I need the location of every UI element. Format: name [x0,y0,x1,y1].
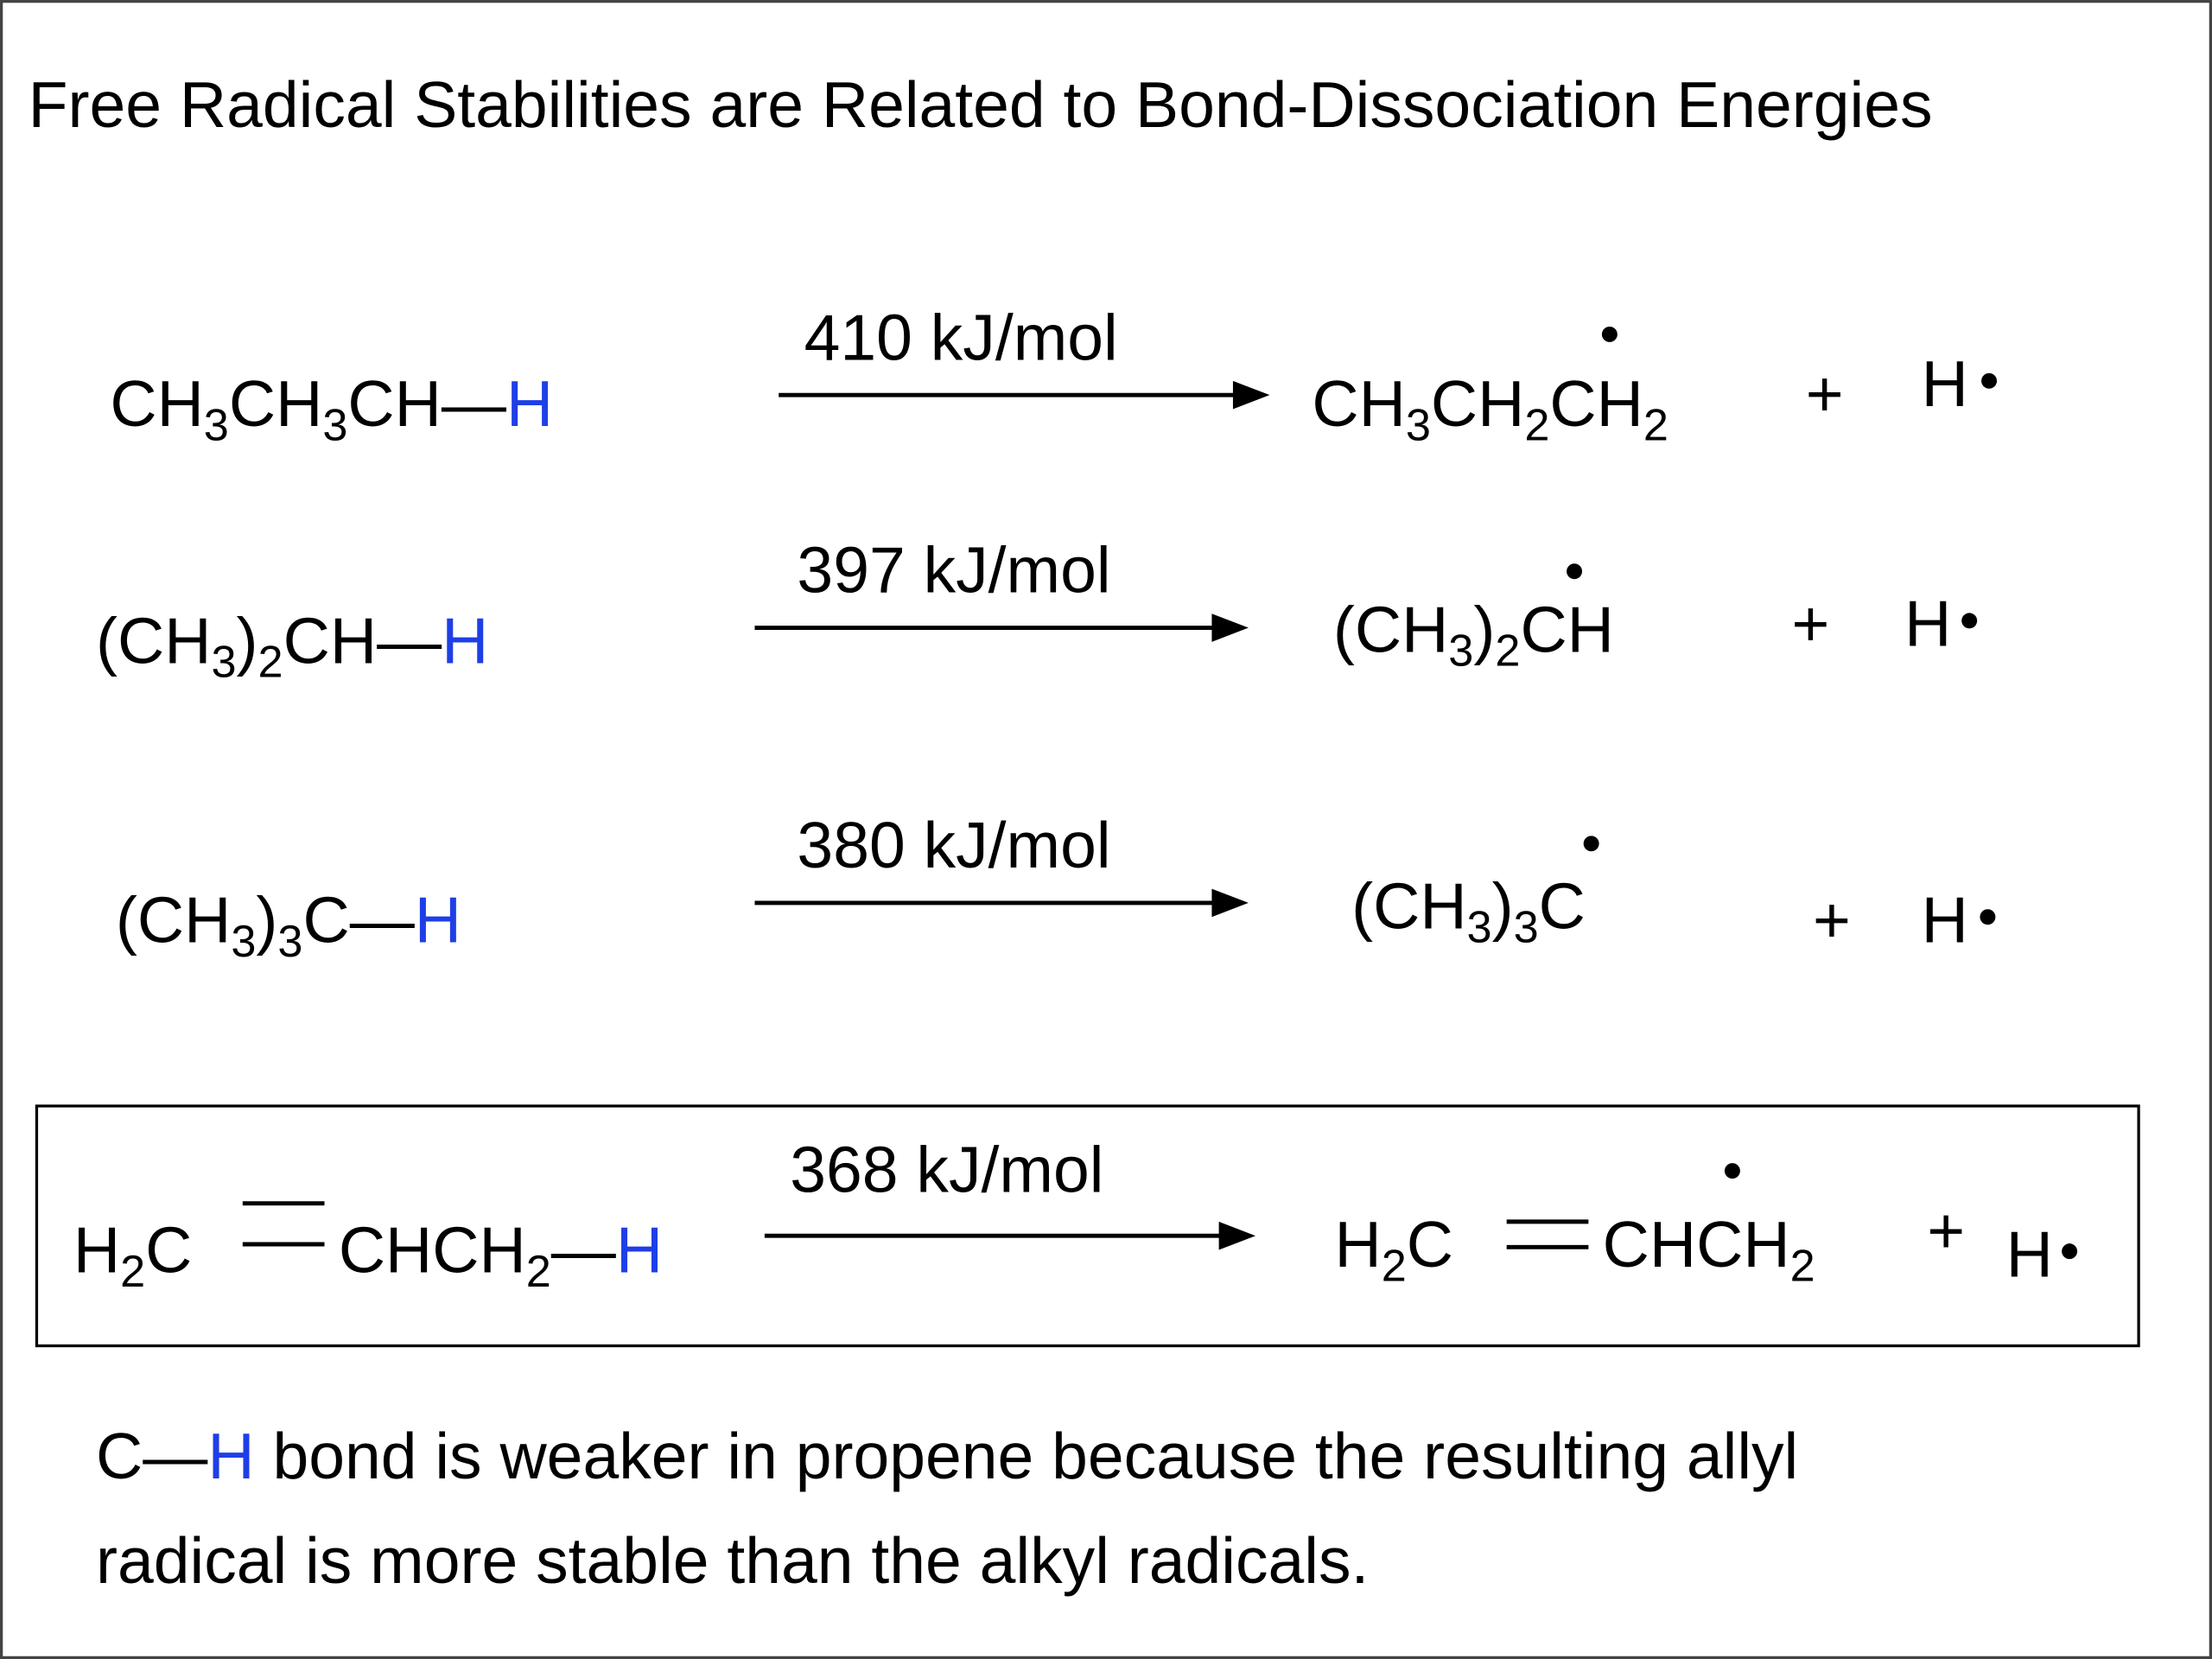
formula-text: (CH [116,884,231,957]
formula-text: C [1407,1208,1453,1281]
radical-dot [1567,563,1583,580]
plus: + [1927,1194,1965,1267]
subscript: 3 [1448,626,1473,677]
radical-dot [1980,909,1996,925]
formula-text: CH [229,367,322,440]
note-line: radical is more stable than the alkyl ra… [96,1524,1369,1597]
highlight-box [35,1104,2140,1348]
subscript: 3 [322,400,347,450]
subscript: 2 [1790,1241,1815,1291]
formula-text: (CH [96,604,211,677]
plus: + [1813,884,1851,957]
product: CHCH2 [1603,1208,1815,1291]
formula-text: bond is weaker in propene because the re… [255,1420,1799,1492]
subscript: 2 [1382,1241,1407,1291]
subscript: 3 [211,638,236,688]
hydrogen: H [442,604,488,677]
hydrogen-radical: H [1904,588,1951,660]
radical-dot [2062,1243,2078,1260]
formula-text: CH [1312,367,1405,440]
formula-text: CH— [283,604,442,677]
subscript: 3 [204,400,229,450]
hydrogen-radical: H [1922,884,1968,957]
radical-dot [1724,1163,1740,1179]
bond-energy: 380 kJ/mol [797,809,1110,881]
plus: + [1791,588,1829,660]
hydrogen: H [415,884,461,957]
plus: + [1806,358,1844,430]
subscript: 3 [1514,903,1539,953]
formula-text: C— [96,1420,208,1492]
radical-dot [1981,372,1998,389]
formula-text: (CH [1333,593,1448,665]
note-line: C—H bond is weaker in propene because th… [96,1420,1798,1492]
formula-text: C [1539,869,1586,942]
hydrogen: H [207,1420,254,1492]
formula-text: C— [302,884,415,957]
subscript: 3 [1467,903,1492,953]
formula-text: CH [1520,593,1613,665]
subscript: 3 [277,917,302,967]
subscript: 3 [1406,400,1431,450]
subscript: 2 [526,1247,551,1297]
hydrogen: H [506,367,553,440]
subscript: 2 [120,1247,145,1297]
subscript: 2 [258,638,283,688]
bond-energy: 368 kJ/mol [790,1134,1103,1206]
arrow-head [1211,613,1249,642]
subscript: 2 [1524,400,1549,450]
hydrogen: H [616,1214,663,1287]
formula-text: ) [1473,593,1495,665]
product: H2C [1334,1208,1453,1291]
arrow-head [1218,1221,1256,1250]
formula-text: — [551,1214,617,1287]
reactant: CH3CH3CH—H [110,367,553,450]
arrow-head [1211,888,1249,918]
formula-text: ) [237,604,258,677]
radical-dot [1601,326,1618,342]
radical-dot [1583,836,1599,852]
formula-text: radical is more stable than the alkyl ra… [96,1524,1369,1597]
formula-text: CH [1431,367,1524,440]
reactant: H2C [73,1214,193,1297]
product: (CH3)2CH [1333,593,1614,676]
formula-text: H [73,1214,120,1287]
reactant: (CH3)3C—H [116,884,461,967]
subscript: 3 [231,917,256,967]
hydrogen-radical: H [2006,1218,2053,1291]
reactant: (CH3)2CH—H [96,604,488,687]
subscript: 2 [1495,626,1520,677]
arrow-head [1232,380,1270,410]
subscript: 2 [1643,400,1669,450]
bond-energy: 410 kJ/mol [804,301,1118,373]
formula-text: CH— [347,367,506,440]
reactant: CHCH2—H [339,1214,663,1297]
product: (CH3)3C [1351,869,1586,952]
formula-text: ) [256,884,277,957]
formula-text: (CH [1351,869,1466,942]
hydrogen-radical: H [1922,347,1968,420]
formula-text: CHCH [339,1214,526,1287]
formula-text: ) [1492,869,1514,942]
formula-text: CH [1549,367,1643,440]
formula-text: CH [110,367,203,440]
product: CH3CH2CH2 [1312,367,1669,450]
radical-dot [1961,613,1978,629]
formula-text: C [145,1214,192,1287]
formula-text: CHCH [1603,1208,1790,1281]
title: Free Radical Stabilities are Related to … [29,68,1933,141]
bond-energy: 397 kJ/mol [797,534,1110,607]
formula-text: H [1334,1208,1381,1281]
